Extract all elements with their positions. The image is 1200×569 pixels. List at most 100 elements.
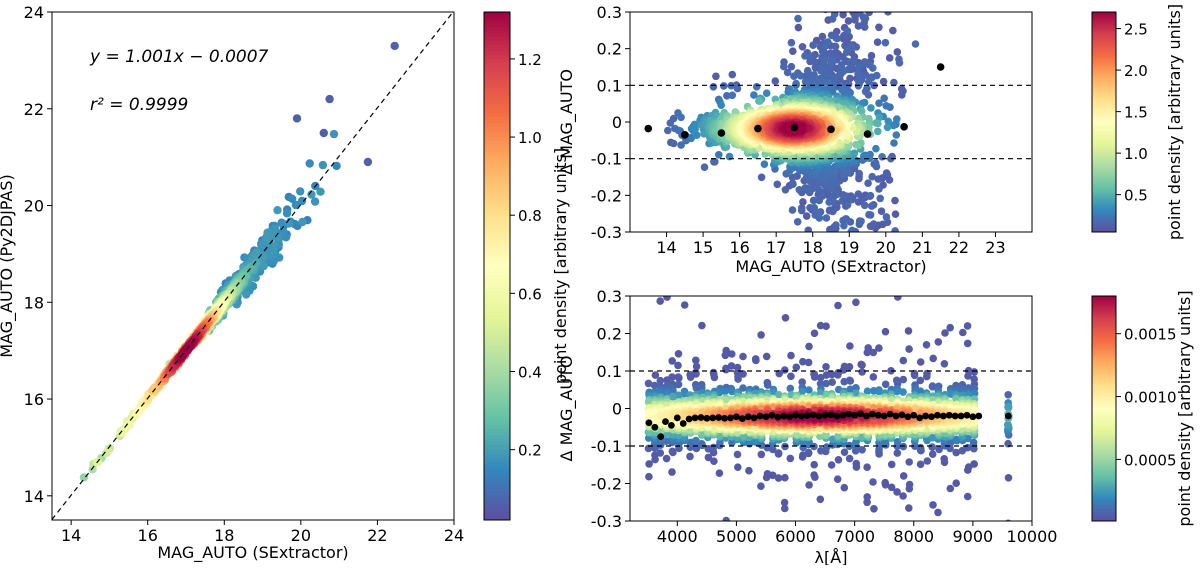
scatter-point bbox=[799, 198, 807, 206]
scatter-point bbox=[662, 437, 671, 446]
scatter-point bbox=[728, 91, 737, 100]
scatter-point bbox=[728, 350, 736, 358]
scatter-point bbox=[825, 79, 833, 87]
scatter-point bbox=[692, 384, 701, 392]
scatter-point bbox=[297, 196, 307, 206]
scatter-point bbox=[809, 196, 818, 205]
scatter-point bbox=[832, 34, 840, 42]
scatter-point bbox=[810, 373, 819, 381]
scatter-point bbox=[882, 102, 890, 110]
scatter-point bbox=[840, 131, 849, 140]
scatter-point bbox=[870, 505, 878, 513]
scatter-point bbox=[963, 322, 972, 330]
scatter-point bbox=[846, 377, 855, 385]
scatter-point bbox=[829, 232, 837, 240]
scatter-point bbox=[739, 352, 747, 361]
scatter-point bbox=[842, 215, 851, 223]
scatter-point bbox=[804, 448, 813, 457]
scatter-point bbox=[916, 376, 925, 385]
scatter-point bbox=[760, 160, 769, 168]
scatter-point bbox=[690, 125, 699, 133]
scatter-point bbox=[663, 296, 671, 301]
scatter-point bbox=[757, 173, 766, 182]
scatter-point bbox=[864, 179, 872, 187]
scatter-point bbox=[710, 457, 718, 466]
scatter-point bbox=[788, 173, 797, 182]
scatter-point bbox=[865, 123, 873, 132]
scatter-point bbox=[891, 196, 899, 205]
scatter-point bbox=[840, 448, 849, 457]
scatter-point bbox=[669, 431, 677, 439]
scatter-point bbox=[895, 59, 904, 67]
scatter-point bbox=[884, 12, 892, 16]
scatter-point bbox=[692, 362, 701, 371]
scatter-point bbox=[801, 52, 809, 60]
scatter-point bbox=[885, 176, 894, 184]
scatter-point bbox=[854, 69, 862, 78]
scatter-point bbox=[783, 68, 792, 77]
scatter-point bbox=[873, 71, 881, 80]
scatter-point bbox=[663, 430, 671, 439]
scatter-point bbox=[830, 12, 839, 18]
scatter-point bbox=[801, 77, 810, 86]
scatter-point bbox=[774, 449, 783, 457]
scatter-point bbox=[803, 66, 812, 75]
scatter-point bbox=[310, 197, 320, 206]
scatter-point bbox=[847, 43, 856, 52]
scatter-point bbox=[774, 390, 783, 399]
scatter-point bbox=[752, 356, 760, 365]
scatter-point bbox=[296, 187, 305, 196]
scatter-point bbox=[892, 131, 901, 139]
scatter-point bbox=[923, 372, 931, 381]
scatter-point bbox=[810, 203, 819, 212]
scatter-point bbox=[363, 157, 373, 167]
scatter-point bbox=[325, 94, 334, 104]
scatter-point bbox=[879, 77, 888, 86]
scatter-point bbox=[645, 460, 653, 468]
scatter-point bbox=[721, 351, 730, 360]
scatter-point bbox=[804, 358, 813, 367]
scatter-point bbox=[692, 356, 700, 365]
scatter-point bbox=[1004, 404, 1013, 412]
scatter-point bbox=[863, 348, 872, 357]
scatter-point bbox=[125, 420, 134, 430]
scatter-point bbox=[79, 473, 89, 482]
scatter-point bbox=[833, 203, 841, 212]
scatter-point bbox=[745, 466, 753, 475]
scatter-point bbox=[969, 438, 978, 447]
scatter-point bbox=[849, 12, 857, 17]
scatter-point bbox=[815, 214, 824, 222]
scatter-point bbox=[806, 52, 815, 60]
scatter-point bbox=[822, 214, 831, 222]
scatter-point bbox=[848, 195, 856, 204]
scatter-point bbox=[781, 366, 789, 374]
scatter-point bbox=[786, 454, 795, 463]
scatter-point bbox=[963, 492, 972, 501]
scatter-point bbox=[952, 448, 960, 457]
scatter-point bbox=[824, 38, 832, 46]
scatter-point bbox=[910, 371, 919, 380]
scatter-point bbox=[899, 492, 907, 500]
scatter-point bbox=[716, 438, 724, 447]
scatter-point bbox=[946, 438, 955, 447]
scatter-point bbox=[916, 387, 925, 396]
scatter-point bbox=[845, 454, 854, 463]
scatter-point bbox=[763, 470, 772, 478]
scatter-point bbox=[858, 368, 866, 376]
scatter-point bbox=[787, 62, 796, 71]
scatter-point bbox=[755, 97, 763, 105]
scatter-point bbox=[270, 242, 279, 251]
scatter-point bbox=[717, 101, 725, 109]
scatter-point bbox=[893, 449, 902, 457]
scatter-point bbox=[822, 379, 830, 388]
scatter-point bbox=[693, 131, 701, 139]
scatter-point bbox=[656, 412, 665, 420]
scatter-point bbox=[781, 504, 789, 513]
scatter-point bbox=[844, 17, 853, 25]
scatter-point bbox=[929, 354, 937, 363]
scatter-point bbox=[669, 393, 677, 401]
scatter-point bbox=[788, 206, 797, 214]
scatter-point bbox=[866, 192, 874, 200]
scatter-point bbox=[644, 379, 653, 388]
scatter-point bbox=[810, 471, 818, 479]
